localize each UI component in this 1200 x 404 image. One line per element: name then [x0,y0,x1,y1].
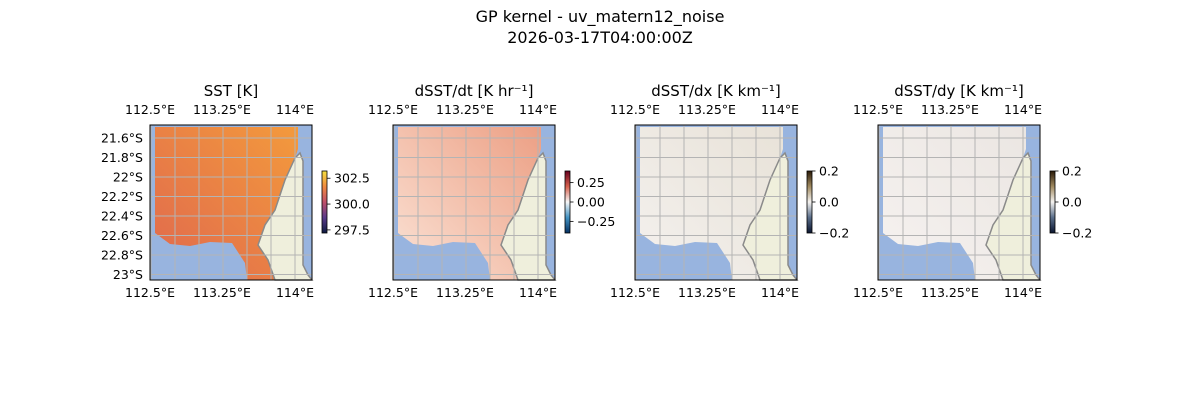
lon-tick-label-bottom: 112.5°E [610,285,660,300]
lon-tick-label-top: 113.25°E [436,102,494,117]
lon-tick-label-bottom: 112.5°E [368,285,418,300]
lon-tick-label-top: 113.25°E [678,102,736,117]
data-field [398,127,541,280]
panel-title: dSST/dx [K km⁻¹] [651,82,781,100]
axes-frame [392,124,556,281]
lon-tick-label-bottom: 113.25°E [193,285,251,300]
lon-tick-label-top: 113.25°E [921,102,979,117]
data-field [883,127,1026,280]
lon-tick-label-top: 112.5°E [853,102,903,117]
colorbar-tick-label: −0.2 [819,226,849,241]
colorbar-tick-label: 0.2 [819,164,839,179]
lon-tick-label-top: 113.25°E [193,102,251,117]
lon-tick-label-bottom: 114°E [1004,285,1042,300]
data-field [155,127,298,280]
map-panel-2: dSST/dt [K hr⁻¹] 112.5°E 112.5°E 113.25°E 11… [368,82,615,300]
panel-title: dSST/dy [K km⁻¹] [894,82,1024,100]
lat-tick-label: 22.8°S [101,248,143,263]
lat-tick-label: 22.4°S [101,209,143,224]
map-panel-4: dSST/dy [K km⁻¹] 112.5°E 112.5°E 113.25°E 11… [853,82,1092,300]
colorbar-fill [321,170,328,234]
colorbar: 0.2 0.0 −0.2 [1049,164,1092,241]
lon-tick-label-top: 114°E [1004,102,1042,117]
lon-tick-label-top: 114°E [519,102,557,117]
colorbar-tick-label: 0.2 [1062,164,1082,179]
colorbar: 0.25 0.00 −0.25 [564,170,615,234]
lon-tick-label-bottom: 114°E [761,285,799,300]
colorbar-tick-label: 0.0 [819,195,839,210]
colorbar-tick-label: 0.0 [1062,195,1082,210]
lat-tick-label: 22.2°S [101,189,143,204]
lat-tick-label: 21.8°S [101,150,143,165]
axes-frame [634,124,798,281]
lon-tick-label-bottom: 114°E [519,285,557,300]
lon-tick-label-bottom: 112.5°E [125,285,175,300]
lon-tick-label-bottom: 113.25°E [921,285,979,300]
figure-title: GP kernel - uv_matern12_noise [476,7,725,27]
colorbar-tick-label: 0.00 [577,195,605,210]
axes-frame [877,124,1041,281]
colorbar-fill [564,170,571,234]
colorbar-tick-label: 297.5 [334,222,370,237]
figure-subtitle: 2026-03-17T04:00:00Z [507,28,693,47]
colorbar-fill [1049,170,1056,234]
colorbar-tick-label: −0.2 [1062,226,1092,241]
lat-tick-label: 23°S [113,267,143,282]
colorbar: 0.2 0.0 −0.2 [806,164,849,241]
lon-tick-label-top: 114°E [276,102,314,117]
lon-tick-label-bottom: 114°E [276,285,314,300]
lon-tick-label-bottom: 113.25°E [678,285,736,300]
colorbar-tick-label: 302.5 [334,171,370,186]
panel-title: dSST/dt [K hr⁻¹] [415,82,534,100]
lon-tick-label-top: 114°E [761,102,799,117]
lon-tick-label-bottom: 113.25°E [436,285,494,300]
colorbar: 302.5 300.0 297.5 [321,170,370,237]
lon-tick-label-top: 112.5°E [368,102,418,117]
colorbar-tick-label: −0.25 [577,214,615,229]
panel-title: SST [K] [204,82,259,100]
lat-tick-label: 22°S [113,170,143,185]
axes-frame [149,124,313,281]
colorbar-tick-label: 300.0 [334,197,370,212]
colorbar-tick-label: 0.25 [577,175,605,190]
map-panel-3: dSST/dx [K km⁻¹] 112.5°E 112.5°E 113.25°E 11… [610,82,849,300]
lon-tick-label-bottom: 112.5°E [853,285,903,300]
lon-tick-label-top: 112.5°E [125,102,175,117]
map-panel-1: SST [K] 112.5°E 112.5°E 113.25°E 113.25°E 114… [101,82,370,300]
lat-tick-label: 22.6°S [101,228,143,243]
colorbar-fill [806,170,813,234]
data-field [640,127,783,280]
lat-tick-label: 21.6°S [101,131,143,146]
lon-tick-label-top: 112.5°E [610,102,660,117]
